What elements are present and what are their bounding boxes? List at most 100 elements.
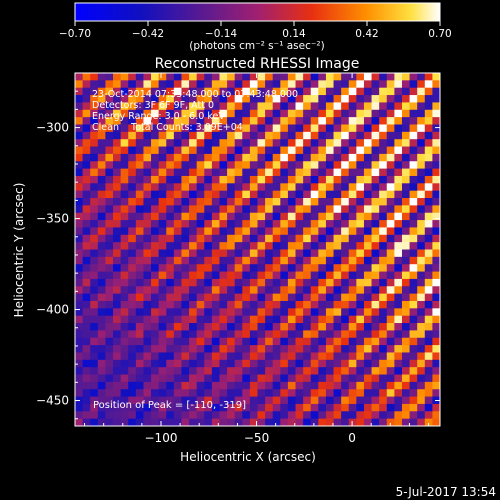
heatmap-cell xyxy=(166,359,175,368)
heatmap-cell xyxy=(75,80,83,89)
heatmap-cell xyxy=(227,146,236,155)
heatmap-cell xyxy=(143,381,152,390)
heatmap-cell xyxy=(113,212,122,221)
heatmap-cell xyxy=(97,190,106,199)
heatmap-cell xyxy=(166,205,175,214)
heatmap-cell xyxy=(113,227,122,236)
heatmap-cell xyxy=(394,102,403,111)
heatmap-cell xyxy=(234,264,243,272)
heatmap-cell xyxy=(249,323,258,331)
heatmap-cell xyxy=(105,256,114,265)
heatmap-cell xyxy=(417,389,426,397)
heatmap-cell xyxy=(158,242,167,250)
heatmap-cell xyxy=(97,286,106,295)
heatmap-cell xyxy=(379,102,388,111)
heatmap-cell xyxy=(325,359,334,368)
heatmap-cell xyxy=(318,227,327,236)
heatmap-cell xyxy=(310,300,319,309)
heatmap-cell xyxy=(287,146,296,155)
heatmap-cell xyxy=(325,308,334,317)
heatmap-cell xyxy=(151,278,160,287)
heatmap-cell xyxy=(189,80,198,89)
heatmap-cell xyxy=(348,308,357,317)
heatmap-cell xyxy=(143,389,152,397)
heatmap-cell xyxy=(333,308,342,317)
heatmap-cell xyxy=(409,168,418,177)
heatmap-cell xyxy=(394,352,403,361)
heatmap-cell xyxy=(295,131,304,140)
heatmap-cell xyxy=(356,161,365,169)
heatmap-cell xyxy=(325,418,334,427)
heatmap-cell xyxy=(196,323,205,331)
heatmap-cell xyxy=(211,139,220,147)
heatmap-cell xyxy=(113,367,122,375)
heatmap-cell xyxy=(333,374,342,383)
heatmap-cell xyxy=(287,256,296,265)
heatmap-cell xyxy=(424,330,433,339)
heatmap-cell xyxy=(280,367,289,375)
heatmap-cell xyxy=(424,242,433,250)
heatmap-cell xyxy=(265,418,274,427)
heatmap-cell xyxy=(424,183,433,192)
x-tick-label: 0 xyxy=(348,431,356,445)
heatmap-cell xyxy=(417,131,426,140)
heatmap-cell xyxy=(310,87,319,96)
heatmap-cell xyxy=(143,73,152,81)
heatmap-cell xyxy=(386,286,395,295)
heatmap-cell xyxy=(379,403,388,412)
heatmap-cell xyxy=(333,271,342,280)
heatmap-cell xyxy=(287,411,296,420)
heatmap-cell xyxy=(318,87,327,96)
heatmap-cell xyxy=(401,153,410,162)
heatmap-cell xyxy=(417,308,426,317)
heatmap-cell xyxy=(295,161,304,169)
heatmap-cell xyxy=(287,161,296,169)
heatmap-cell xyxy=(265,73,274,81)
heatmap-cell xyxy=(90,403,99,412)
colorbar-tick-label: 0.70 xyxy=(428,28,451,40)
heatmap-cell xyxy=(249,337,258,346)
heatmap-cell xyxy=(75,249,83,258)
heatmap-cell xyxy=(379,95,388,103)
heatmap-cell xyxy=(417,220,426,228)
heatmap-cell xyxy=(280,242,289,250)
heatmap-cell xyxy=(280,227,289,236)
heatmap-cell xyxy=(348,352,357,361)
heatmap-cell xyxy=(371,315,380,324)
heatmap-cell xyxy=(356,205,365,214)
heatmap-cell xyxy=(75,183,83,192)
heatmap-cell xyxy=(120,403,129,412)
heatmap-cell xyxy=(242,190,251,199)
heatmap-cell xyxy=(409,183,418,192)
heatmap-cell xyxy=(128,80,137,89)
heatmap-cell xyxy=(227,256,236,265)
heatmap-cell xyxy=(227,264,236,272)
heatmap-cell xyxy=(204,315,213,324)
colorbar-tick-label: −0.14 xyxy=(205,28,237,40)
heatmap-cell xyxy=(295,367,304,375)
heatmap-cell xyxy=(158,175,167,184)
heatmap-cell xyxy=(371,220,380,228)
heatmap-cell xyxy=(128,293,137,302)
heatmap-cell xyxy=(135,146,144,155)
heatmap-cell xyxy=(128,205,137,214)
heatmap-cell xyxy=(272,367,281,375)
heatmap-cell xyxy=(265,190,274,199)
heatmap-cell xyxy=(90,249,99,258)
heatmap-cell xyxy=(333,205,342,214)
heatmap-cell xyxy=(151,117,160,125)
heatmap-cell xyxy=(265,411,274,420)
heatmap-cell xyxy=(424,80,433,89)
heatmap-cell xyxy=(386,352,395,361)
heatmap-cell xyxy=(363,359,372,368)
heatmap-cell xyxy=(227,212,236,221)
heatmap-cell xyxy=(242,95,251,103)
heatmap-cell xyxy=(128,95,137,103)
heatmap-cell xyxy=(272,242,281,250)
heatmap-cell xyxy=(280,352,289,361)
heatmap-cell xyxy=(394,139,403,147)
heatmap-cell xyxy=(257,95,266,103)
heatmap-cell xyxy=(333,256,342,265)
heatmap-cell xyxy=(371,109,380,118)
heatmap-cell xyxy=(113,286,122,295)
